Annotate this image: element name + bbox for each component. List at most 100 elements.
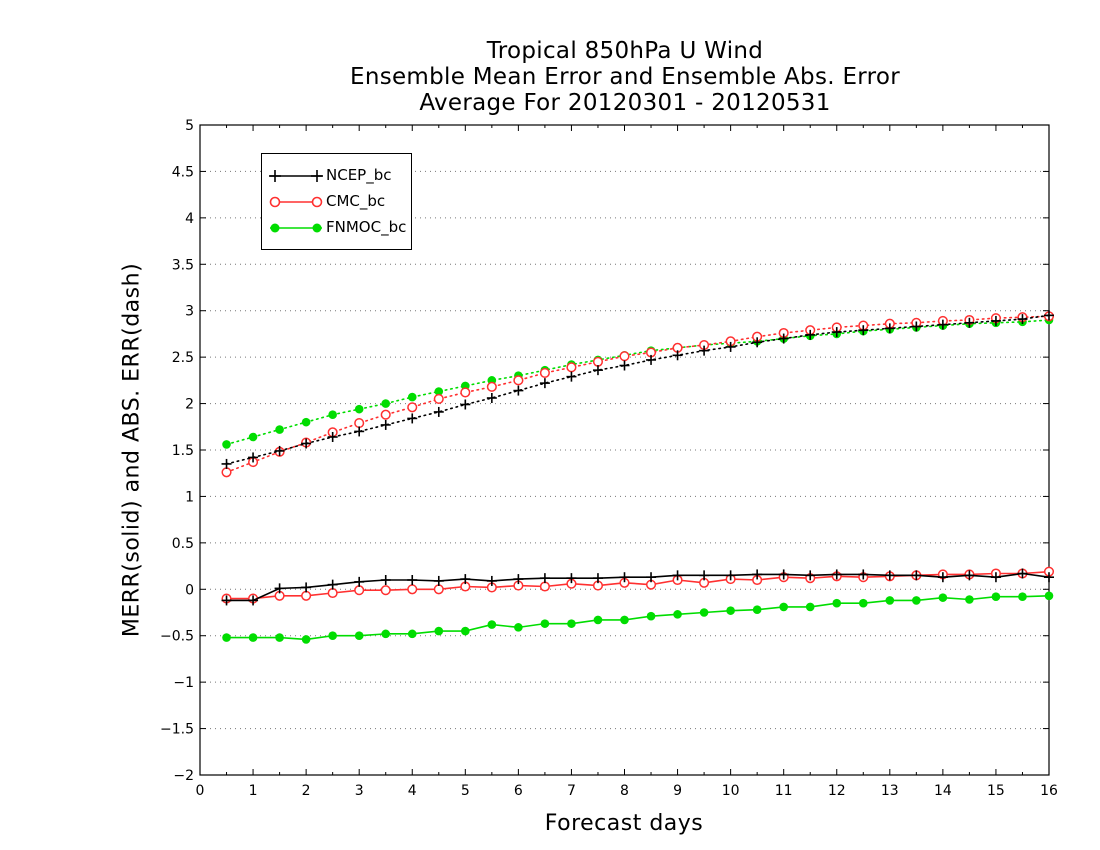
abs-err-point-ncep-bc (354, 426, 365, 437)
legend-label-fnmoc: FNMOC_bc (326, 218, 407, 236)
chart-title-line-1: Tropical 850hPa U Wind (486, 38, 764, 64)
merr-point-fnmoc-bc (646, 611, 656, 621)
merr-point-fnmoc-bc (487, 620, 497, 629)
abs-err-point-ncep-bc (248, 452, 259, 463)
merr-point-cmc-bc (407, 584, 418, 595)
abs-err-point-ncep-bc (1017, 314, 1028, 325)
merr-point-cmc-bc (301, 590, 312, 601)
abs-err-point-cmc-bc (354, 418, 365, 429)
x-tick-label: 3 (355, 783, 364, 799)
merr-point-fnmoc-bc (407, 629, 417, 639)
merr-point-fnmoc-bc (938, 593, 948, 602)
abs-err-point-ncep-bc (221, 458, 232, 469)
x-tick-label: 14 (934, 783, 952, 799)
y-tick-label: 0.5 (172, 536, 194, 552)
merr-point-fnmoc-bc (461, 626, 470, 636)
abs-err-point-fnmoc-bc (275, 425, 284, 434)
merr-point-fnmoc-bc (912, 596, 921, 605)
merr-point-fnmoc-bc (965, 595, 974, 604)
chart-title-line-2: Ensemble Mean Error and Ensemble Abs. Er… (349, 64, 901, 90)
legend-swatch-cmc (269, 196, 323, 208)
chart-title-line-3: Average For 20120301 - 20120531 (419, 90, 831, 116)
merr-point-fnmoc-bc (726, 606, 735, 615)
abs-err-point-ncep-bc (433, 406, 444, 417)
merr-point-ncep-bc (274, 583, 285, 594)
merr-point-ncep-bc (301, 582, 312, 593)
abs-err-point-cmc-bc (221, 467, 232, 478)
y-tick-label: −1.5 (160, 722, 194, 738)
merr-point-cmc-bc (539, 581, 550, 592)
merr-point-ncep-bc (672, 570, 683, 581)
y-tick-label: 4 (185, 211, 194, 227)
abs-err-point-ncep-bc (778, 333, 789, 344)
abs-err-point-ncep-bc (725, 341, 736, 352)
abs-err-point-ncep-bc (884, 323, 895, 334)
abs-err-point-ncep-bc (805, 329, 816, 340)
merr-point-fnmoc-bc (1044, 591, 1054, 601)
merr-point-ncep-bc (725, 570, 736, 581)
merr-point-ncep-bc (699, 570, 710, 581)
merr-point-ncep-bc (911, 570, 922, 581)
merr-point-ncep-bc (460, 574, 471, 585)
abs-err-point-cmc-bc (619, 351, 630, 362)
merr-point-cmc-bc (380, 585, 391, 596)
abs-err-point-cmc-bc (460, 387, 471, 398)
merr-point-fnmoc-bc (752, 605, 762, 615)
abs-err-point-ncep-bc (619, 360, 630, 371)
merr-line-ncep-bc (226, 572, 1050, 602)
y-tick-label: −1 (173, 675, 194, 691)
abs-err-point-ncep-bc (513, 385, 524, 396)
merr-point-fnmoc-bc (620, 615, 629, 625)
y-tick-label: 4.5 (172, 164, 194, 180)
merr-point-ncep-bc (884, 570, 895, 581)
merr-point-fnmoc-bc (805, 602, 815, 612)
merr-point-ncep-bc (592, 573, 603, 584)
abs-err-point-fnmoc-bc (354, 404, 364, 414)
abs-err-point-ncep-bc (592, 365, 603, 376)
x-tick-label: 7 (567, 783, 576, 799)
merr-point-ncep-bc (805, 570, 816, 581)
abs-err-point-cmc-bc (433, 393, 444, 404)
x-tick-label: 0 (196, 783, 205, 799)
merr-point-ncep-bc (354, 576, 365, 587)
legend: NCEP_bc CMC_bc FNMOC_bc (261, 153, 412, 250)
merr-point-fnmoc-bc (832, 598, 842, 608)
merr-line-fnmoc-bc (226, 594, 1050, 641)
abs-err-point-cmc-bc (592, 356, 604, 367)
merr-point-ncep-bc (619, 572, 630, 583)
abs-err-point-ncep-bc (407, 413, 418, 424)
x-axis-label: Forecast days (544, 811, 704, 836)
x-tick-label: 4 (408, 783, 417, 799)
legend-swatch-ncep (269, 170, 323, 182)
merr-point-ncep-bc (248, 595, 259, 606)
merr-point-fnmoc-bc (858, 598, 868, 608)
y-axis-label: MERR(solid) and ABS. ERR(dash) (119, 262, 145, 638)
abs-err-point-ncep-bc (937, 319, 948, 330)
y-tick-label: 3 (185, 304, 194, 320)
merr-point-fnmoc-bc (1018, 592, 1027, 602)
abs-err-point-fnmoc-bc (381, 399, 391, 408)
merr-point-fnmoc-bc (991, 592, 1001, 602)
abs-err-point-ncep-bc (646, 354, 657, 365)
abs-err-point-fnmoc-bc (328, 410, 337, 420)
legend-item-fnmoc: FNMOC_bc (262, 215, 411, 241)
abs-err-point-ncep-bc (831, 327, 842, 338)
abs-err-point-ncep-bc (990, 315, 1001, 326)
x-tick-label: 16 (1040, 783, 1058, 799)
abs-err-point-ncep-bc (539, 378, 550, 389)
merr-point-cmc-bc (327, 587, 338, 599)
merr-point-ncep-bc (990, 572, 1001, 583)
y-tick-label: 3.5 (172, 257, 194, 273)
merr-point-fnmoc-bc (593, 615, 603, 625)
merr-point-ncep-bc (539, 573, 550, 584)
merr-point-fnmoc-bc (567, 619, 576, 628)
abs-err-point-cmc-bc (380, 409, 391, 420)
merr-point-fnmoc-bc (328, 631, 337, 641)
merr-point-ncep-bc (964, 570, 975, 581)
merr-point-ncep-bc (407, 575, 418, 585)
merr-point-fnmoc-bc (673, 610, 682, 619)
abs-err-point-ncep-bc (460, 399, 471, 410)
x-tick-label: 13 (881, 783, 899, 799)
merr-point-fnmoc-bc (248, 633, 258, 642)
